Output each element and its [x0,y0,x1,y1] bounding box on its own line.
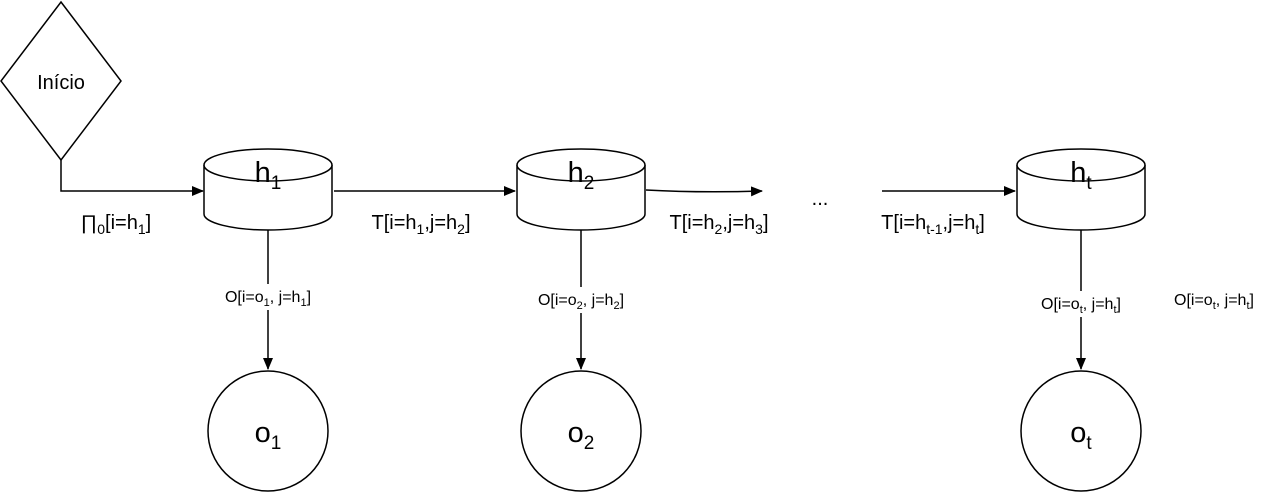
emission-label: O[i=ot, j=ht] [1174,292,1254,312]
emission-label: O[i=o2, j=h2] [538,292,624,312]
observation-label: o1 [255,417,282,454]
observation-o2: o2 [520,370,642,492]
edge-start-h1 [60,160,204,196]
emission-label: O[i=ot, j=ht] [1041,296,1121,316]
observation-label: ot [1070,417,1092,454]
emission-label: O[i=o1, j=h1] [225,289,311,309]
hidden-state-h1: h1 [203,148,333,231]
edge-h2-ellipsis [645,186,763,197]
initial-prob-label: ∏0[i=h1] [81,212,151,237]
ellipsis: ... [812,188,829,210]
start-node: Início [0,0,122,162]
hidden-state-label: ht [1070,157,1092,194]
hidden-state-h2: h2 [516,148,646,231]
observation-o1: o1 [207,370,329,492]
transition-label: T[i=h1,j=h2] [372,212,471,237]
hidden-state-label: h1 [255,157,282,194]
transition-label: T[i=h2,j=h3] [670,212,769,237]
start-label: Início [37,72,85,94]
observation-ot: ot [1020,370,1142,492]
hidden-state-label: h2 [568,157,595,194]
transition-label: T[i=ht-1,j=ht] [881,212,985,237]
observation-label: o2 [568,417,595,454]
hidden-state-ht: ht [1016,148,1146,231]
edges [60,160,1086,370]
